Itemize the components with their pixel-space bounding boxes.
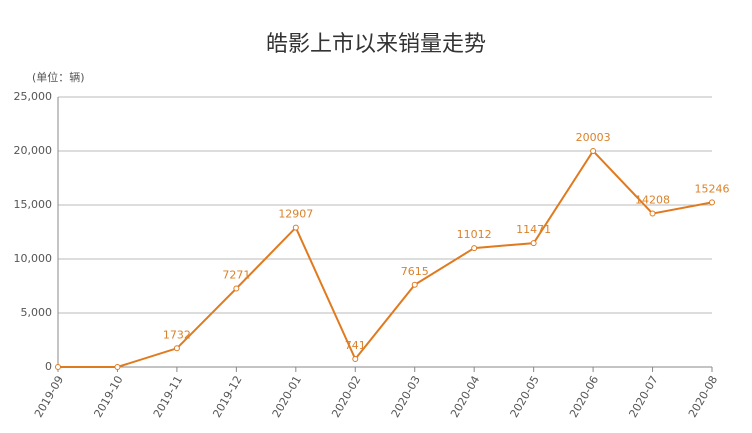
y-tick-label: 20,000 (14, 144, 53, 157)
data-label: 7615 (401, 265, 429, 278)
point (292, 224, 299, 231)
point (709, 199, 715, 206)
y-tick-label: 5,000 (21, 306, 53, 319)
x-tick-label: 2019-10 (91, 374, 125, 420)
point (352, 355, 359, 362)
data-label: 15246 (695, 182, 730, 195)
point (55, 364, 61, 370)
data-label: 11012 (457, 228, 492, 241)
x-tick-label: 2020-05 (508, 374, 542, 420)
point (114, 364, 121, 370)
x-tick-label: 2020-04 (448, 374, 482, 420)
point (233, 285, 240, 292)
point (471, 245, 478, 252)
data-label: 7271 (222, 268, 250, 281)
point (411, 281, 418, 288)
y-tick-label: 25,000 (14, 90, 53, 103)
x-tick-label: 2019-11 (151, 374, 185, 420)
unit-label: (单位：辆) (32, 70, 85, 84)
y-tick-label: 15,000 (14, 198, 53, 211)
point (173, 345, 180, 352)
data-label: 20003 (576, 131, 611, 144)
point (649, 210, 656, 217)
x-tick-label: 2020-08 (686, 374, 720, 420)
x-tick-label: 2019-12 (210, 374, 244, 420)
data-label: 741 (345, 339, 366, 352)
x-tick-label: 2020-01 (270, 374, 304, 420)
chart-title: 皓影上市以来销量走势 (266, 32, 486, 57)
x-tick-label: 2020-02 (329, 374, 363, 420)
point (590, 147, 597, 154)
point (530, 240, 537, 247)
y-tick-label: 10,000 (14, 252, 53, 265)
x-tick-label: 2020-07 (626, 374, 660, 420)
data-label: 14208 (635, 194, 670, 207)
y-tick-label: 0 (45, 360, 52, 373)
x-tick-label: 2020-03 (389, 374, 423, 420)
x-tick-label: 2020-06 (567, 374, 601, 420)
data-label: 11471 (516, 223, 551, 236)
data-label: 1732 (163, 328, 191, 341)
line-series (58, 149, 713, 368)
data-label: 12907 (278, 208, 313, 221)
x-tick-label: 2019-09 (32, 374, 66, 420)
